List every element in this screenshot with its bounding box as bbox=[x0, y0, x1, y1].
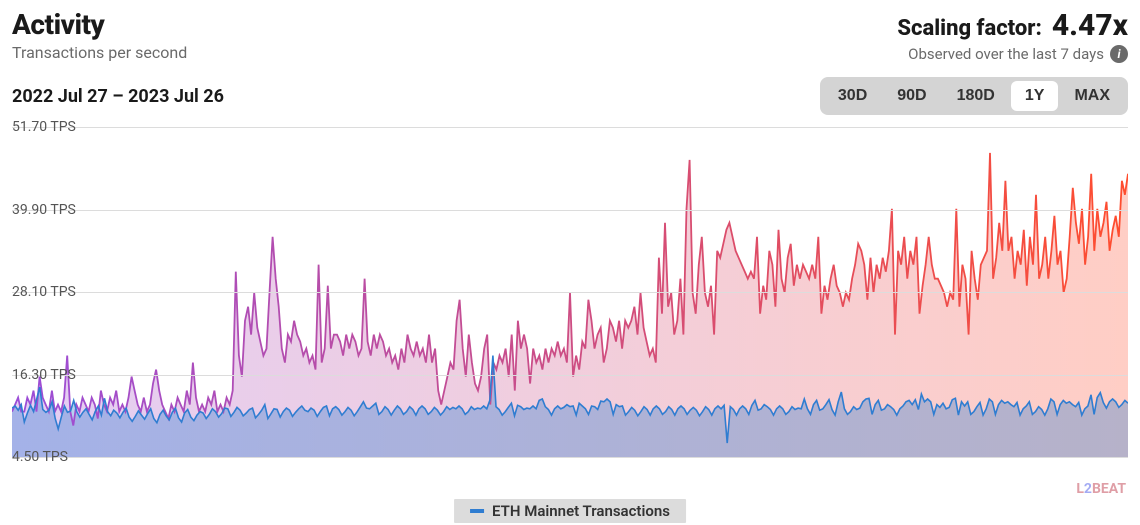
controls-row: 2022 Jul 27 – 2023 Jul 26 30D90D180D1YMA… bbox=[0, 63, 1140, 119]
gridline bbox=[12, 210, 1128, 211]
watermark-two: 2 bbox=[1084, 481, 1092, 497]
yaxis-tick-label: 16.30 TPS bbox=[12, 367, 76, 383]
watermark: L2BEAT bbox=[1076, 481, 1126, 497]
info-icon[interactable]: i bbox=[1110, 45, 1128, 63]
scaling-factor-label: Scaling factor: bbox=[897, 16, 1042, 41]
gridline bbox=[12, 457, 1128, 458]
watermark-l: L bbox=[1076, 481, 1084, 497]
gridline bbox=[12, 375, 1128, 376]
yaxis-tick-label: 51.70 TPS bbox=[12, 119, 76, 135]
legend-label: ETH Mainnet Transactions bbox=[492, 502, 670, 520]
scaling-factor-value: 4.47x bbox=[1052, 8, 1128, 43]
legend: ETH Mainnet Transactions bbox=[454, 499, 686, 523]
scaling-block: Scaling factor: 4.47x Observed over the … bbox=[897, 8, 1128, 63]
yaxis-tick-label: 4.50 TPS bbox=[12, 449, 68, 465]
range-btn-max[interactable]: MAX bbox=[1060, 81, 1124, 111]
yaxis-tick-label: 28.10 TPS bbox=[12, 284, 76, 300]
yaxis-tick-label: 39.90 TPS bbox=[12, 202, 76, 218]
subtitle: Transactions per second bbox=[12, 43, 187, 62]
watermark-beat: BEAT bbox=[1092, 481, 1126, 497]
range-btn-90d[interactable]: 90D bbox=[883, 81, 940, 111]
range-btn-1y[interactable]: 1Y bbox=[1011, 81, 1059, 111]
header-row: Activity Transactions per second Scaling… bbox=[0, 0, 1140, 63]
range-selector: 30D90D180D1YMAX bbox=[820, 77, 1128, 115]
gridline bbox=[12, 292, 1128, 293]
range-btn-180d[interactable]: 180D bbox=[943, 81, 1009, 111]
date-range-label: 2022 Jul 27 – 2023 Jul 26 bbox=[12, 86, 224, 107]
chart-area: 4.50 TPS16.30 TPS28.10 TPS39.90 TPS51.70… bbox=[12, 127, 1128, 457]
observed-text: Observed over the last 7 days bbox=[908, 45, 1104, 63]
title-block: Activity Transactions per second bbox=[12, 8, 187, 62]
page-title: Activity bbox=[12, 8, 187, 41]
gridline bbox=[12, 127, 1128, 128]
range-btn-30d[interactable]: 30D bbox=[824, 81, 881, 111]
legend-swatch bbox=[470, 509, 484, 513]
